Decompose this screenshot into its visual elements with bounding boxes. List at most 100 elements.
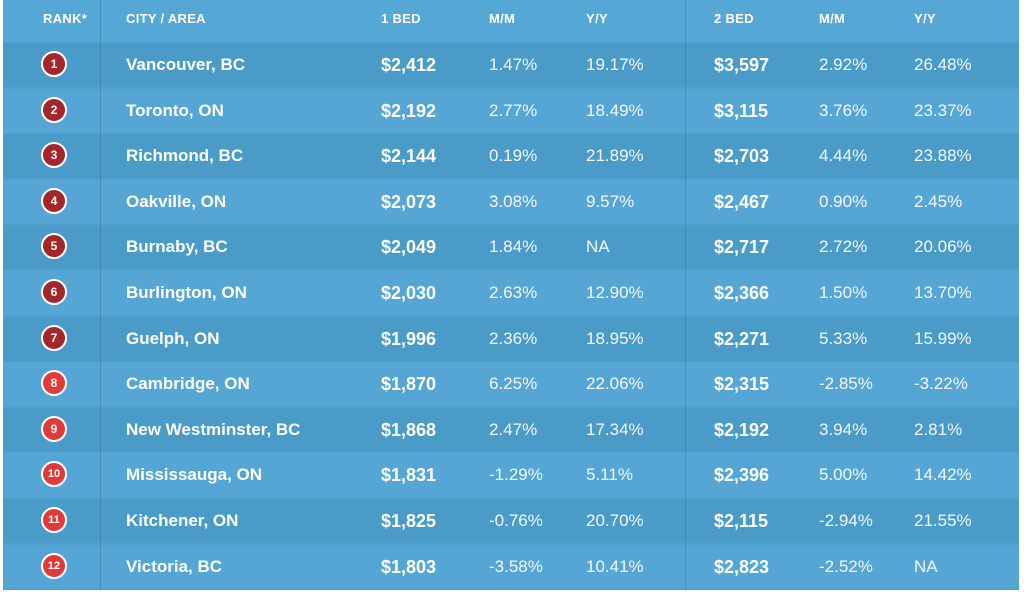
two-bed-price-cell: $2,823 (714, 556, 770, 577)
two-bed-mm-cell: 3.76% (819, 100, 868, 120)
rank-badge: 2 (41, 96, 67, 123)
two-bed-mm-cell: 0.90% (819, 191, 868, 211)
two-bed-yy-cell: -3.22% (914, 374, 968, 394)
rank-badge: 6 (41, 279, 67, 305)
one-bed-mm-cell: 1.47% (489, 55, 538, 74)
two-bed-mm-cell: 4.44% (819, 146, 868, 166)
table-row: 12 Victoria, BC $1,803 -3.58% 10.41% $2,823 -2… (3, 544, 1019, 589)
one-bed-yy-cell: 22.06% (586, 374, 644, 394)
one-bed-mm-cell: -0.76% (489, 511, 543, 530)
header-rank: RANK* (43, 11, 88, 26)
one-bed-mm-cell: 6.25% (489, 374, 538, 394)
header-1-bed-yy: Y/Y (586, 11, 608, 26)
two-bed-price-cell: $2,396 (714, 465, 770, 486)
table-row: 8 Cambridge, ON $1,870 6.25% 22.06% $2,315 -2.… (3, 362, 1019, 407)
rank-badge: 10 (41, 461, 67, 488)
city-cell: Victoria, BC (126, 556, 223, 576)
two-bed-mm-cell: 5.33% (819, 328, 868, 348)
two-bed-price-cell: $2,703 (714, 146, 770, 167)
one-bed-price-cell: $1,870 (381, 374, 437, 395)
two-bed-yy-cell: 15.99% (914, 328, 972, 348)
rank-badge: 5 (41, 233, 67, 260)
one-bed-yy-cell: 18.95% (586, 328, 644, 348)
two-bed-yy-cell: 23.37% (914, 100, 972, 120)
one-bed-yy-cell: 12.90% (586, 283, 644, 302)
city-cell: Kitchener, ON (126, 511, 239, 530)
one-bed-price-cell: $1,803 (381, 556, 437, 577)
header-1-bed-mm: M/M (489, 11, 516, 26)
one-bed-mm-cell: -3.58% (489, 556, 543, 576)
table-row: 4 Oakville, ON $2,073 3.08% 9.57% $2,467 0.90%… (3, 179, 1019, 224)
one-bed-price-cell: $1,831 (381, 465, 437, 486)
city-cell: Oakville, ON (126, 191, 227, 211)
one-bed-mm-cell: -1.29% (489, 465, 543, 485)
one-bed-mm-cell: 3.08% (489, 191, 538, 211)
city-cell: Toronto, ON (126, 100, 224, 120)
one-bed-yy-cell: 20.70% (586, 511, 644, 530)
table-row: 11 Kitchener, ON $1,825 -0.76% 20.70% $2,115 -… (3, 499, 1019, 543)
rank-badge: 4 (41, 187, 67, 214)
one-bed-price-cell: $2,073 (381, 191, 437, 212)
city-cell: Burlington, ON (126, 283, 247, 302)
two-bed-mm-cell: -2.52% (819, 556, 873, 576)
city-cell: Guelph, ON (126, 328, 220, 348)
header-2-bed: 2 BED (714, 11, 754, 26)
one-bed-yy-cell: 18.49% (586, 100, 644, 120)
two-bed-price-cell: $2,467 (714, 191, 770, 212)
one-bed-mm-cell: 2.47% (489, 419, 538, 439)
one-bed-price-cell: $1,996 (381, 328, 437, 349)
table-row: 9 New Westminster, BC $1,868 2.47% 17.34% $2,… (3, 407, 1019, 452)
two-bed-mm-cell: 2.92% (819, 55, 868, 74)
one-bed-price-cell: $2,192 (381, 100, 437, 121)
table-row: 3 Richmond, BC $2,144 0.19% 21.89% $2,703 4.44… (3, 134, 1019, 179)
rank-badge: 12 (41, 552, 67, 579)
two-bed-mm-cell: -2.85% (819, 374, 873, 394)
column-divider (685, 0, 686, 590)
one-bed-price-cell: $2,049 (381, 237, 437, 258)
rank-badge: 9 (41, 415, 67, 442)
two-bed-mm-cell: 3.94% (819, 419, 868, 439)
one-bed-mm-cell: 2.63% (489, 283, 538, 302)
one-bed-yy-cell: 10.41% (586, 556, 644, 576)
two-bed-price-cell: $2,192 (714, 419, 770, 440)
city-cell: Cambridge, ON (126, 374, 250, 394)
rank-badge: 11 (41, 507, 67, 533)
header-city: CITY / AREA (126, 11, 206, 26)
city-cell: Vancouver, BC (126, 55, 246, 74)
city-cell: Burnaby, BC (126, 237, 228, 257)
two-bed-yy-cell: 26.48% (914, 55, 972, 74)
one-bed-yy-cell: 9.57% (586, 191, 635, 211)
table-row: 10 Mississauga, ON $1,831 -1.29% 5.11% $2,396… (3, 453, 1019, 498)
two-bed-price-cell: $2,271 (714, 328, 770, 349)
table-row: 5 Burnaby, BC $2,049 1.84% NA $2,717 2.72% 20.0… (3, 225, 1019, 270)
rank-badge: 8 (41, 370, 67, 397)
rank-badge: 1 (41, 51, 67, 77)
two-bed-yy-cell: 21.55% (914, 511, 972, 530)
one-bed-price-cell: $1,825 (381, 511, 437, 531)
two-bed-price-cell: $3,115 (714, 100, 769, 121)
one-bed-price-cell: $2,030 (381, 283, 437, 303)
two-bed-yy-cell: NA (914, 556, 938, 576)
header-2-bed-yy: Y/Y (914, 11, 936, 26)
one-bed-mm-cell: 2.36% (489, 328, 538, 348)
one-bed-mm-cell: 0.19% (489, 146, 538, 166)
two-bed-yy-cell: 20.06% (914, 237, 972, 257)
two-bed-price-cell: $3,597 (714, 55, 770, 75)
one-bed-yy-cell: 5.11% (586, 465, 633, 485)
two-bed-mm-cell: 1.50% (819, 283, 868, 302)
one-bed-yy-cell: 17.34% (586, 419, 644, 439)
one-bed-mm-cell: 1.84% (489, 237, 538, 257)
two-bed-mm-cell: -2.94% (819, 511, 873, 530)
two-bed-price-cell: $2,315 (714, 374, 770, 395)
table-row: 6 Burlington, ON $2,030 2.63% 12.90% $2,366 1.… (3, 271, 1019, 315)
two-bed-price-cell: $2,366 (714, 283, 770, 303)
table-header: RANK* CITY / AREA 1 BED M/M Y/Y 2 BED M/… (3, 0, 1019, 42)
two-bed-price-cell: $2,115 (714, 511, 769, 531)
table-row: 1 Vancouver, BC $2,412 1.47% 19.17% $3,597 2.9… (3, 43, 1019, 87)
column-divider (100, 0, 101, 590)
two-bed-yy-cell: 13.70% (914, 283, 972, 302)
two-bed-mm-cell: 2.72% (819, 237, 868, 257)
one-bed-price-cell: $2,412 (381, 55, 437, 75)
one-bed-price-cell: $2,144 (381, 146, 437, 167)
